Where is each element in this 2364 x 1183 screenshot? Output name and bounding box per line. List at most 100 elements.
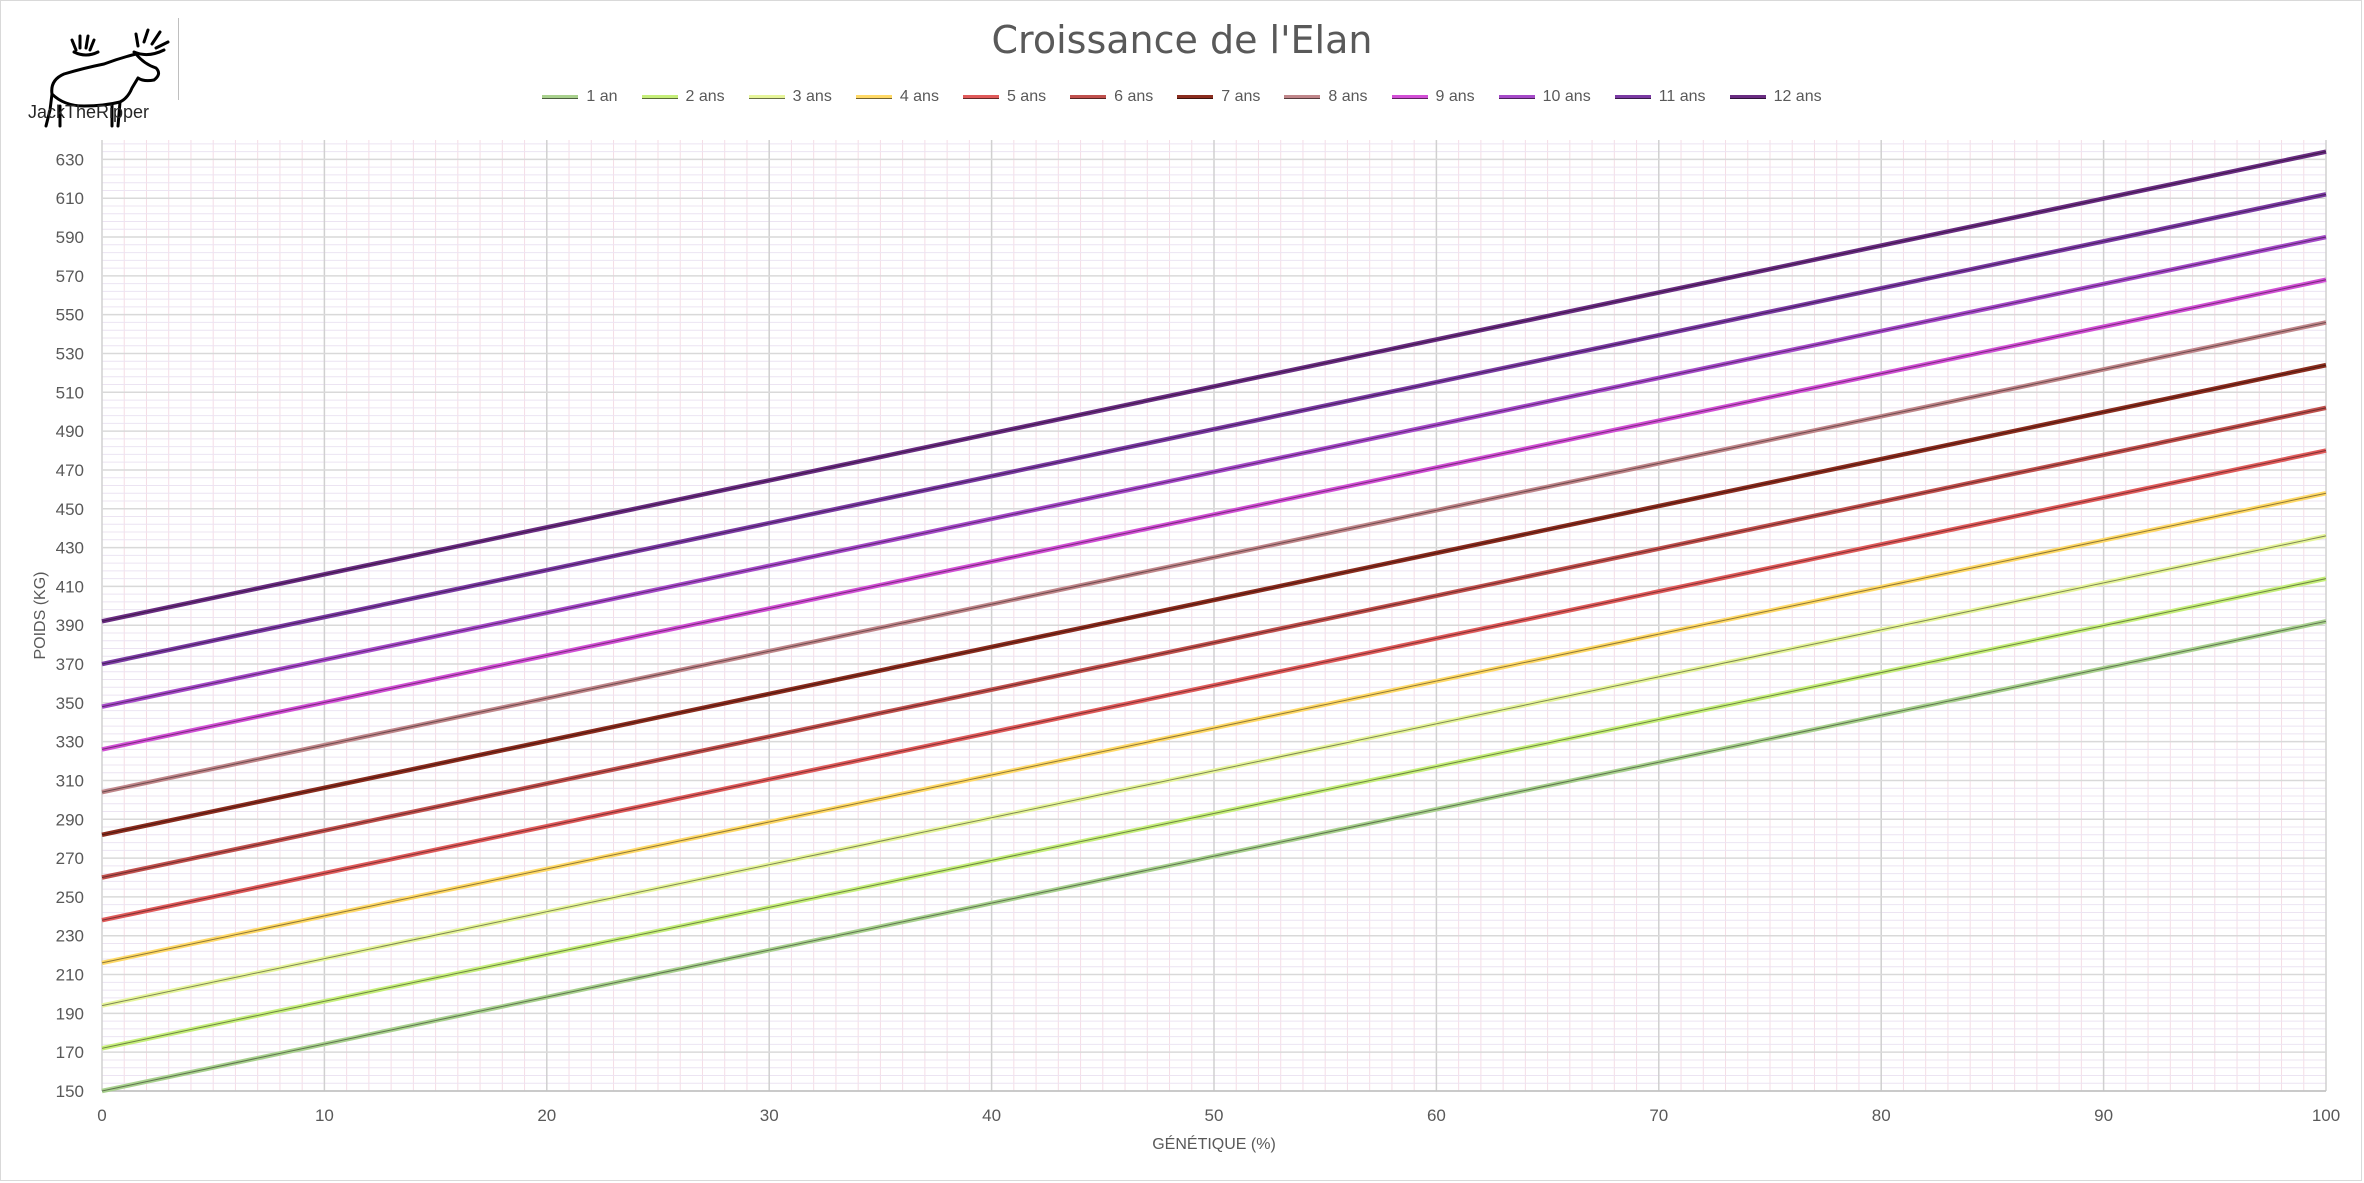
series-line-core-12 [101,151,2327,622]
chart-title: Croissance de l'Elan [991,18,1373,62]
legend-label: 1 an [586,88,618,105]
x-tick-label: 10 [315,1106,334,1125]
series-line-4 [101,491,2327,966]
legend-swatch [1284,95,1321,99]
legend-swatch [1729,95,1766,99]
series-line-core-2 [101,578,2327,1049]
y-tick-label: 430 [56,539,84,558]
series-line-9 [101,277,2327,752]
moose-icon [44,28,170,128]
y-tick-label: 610 [56,189,84,208]
series-line-6 [101,405,2327,880]
series-line-core-5 [101,450,2327,921]
legend-label: 9 ans [1435,88,1475,105]
series-line-core-6 [101,407,2327,878]
series-line-core-4 [101,492,2327,964]
x-tick-label: 20 [537,1106,556,1125]
legend-item: 12 ans [1729,88,1822,106]
x-tick-label: 60 [1427,1106,1446,1125]
legend-item: 8 ans [1284,88,1368,106]
y-tick-label: 630 [56,150,84,169]
x-tick-label: 30 [760,1106,779,1125]
x-tick-label: 80 [1872,1106,1891,1125]
series-line-core-9 [101,279,2327,750]
y-tick-label: 530 [56,344,84,363]
legend-label: 11 ans [1658,88,1706,105]
y-tick-label: 290 [56,810,84,829]
chart-legend: 1 an 2 ans 3 ans 4 ans 5 ans 6 ans 7 ans 8 ans 9… [0,88,2364,106]
y-tick-label: 190 [56,1004,84,1023]
series-line-1 [101,619,2327,1094]
legend-label: 5 ans [1006,88,1047,105]
legend-swatch [1391,95,1428,99]
y-tick-label: 450 [56,500,84,519]
y-tick-label: 350 [56,694,84,713]
series-line-core-11 [101,193,2327,665]
legend-swatch [1177,95,1214,99]
legend-swatch [641,95,678,99]
y-tick-label: 410 [56,577,84,596]
y-tick-label: 510 [56,383,84,402]
x-tick-label: 90 [2094,1106,2113,1125]
x-tick-label: 0 [97,1106,106,1125]
legend-item: 10 ans [1498,88,1591,106]
legend-swatch [855,95,892,99]
legend-label: 3 ans [792,88,832,105]
legend-item: 4 ans [855,88,939,106]
y-axis-title: POIDS (KG) [32,571,49,659]
legend-swatch [542,95,579,99]
brand-name: JackTheRipper [28,102,150,122]
y-tick-label: 310 [56,771,84,790]
x-axis-title: GÉNÉTIQUE (%) [1152,1134,1276,1153]
legend-label: 2 ans [685,88,725,105]
legend-label: 4 ans [899,88,939,105]
y-tick-label: 210 [56,966,84,985]
x-tick-label: 50 [1205,1106,1224,1125]
series-line-core-8 [101,321,2327,793]
legend-label: 8 ans [1328,88,1368,105]
y-tick-label: 170 [56,1043,84,1062]
y-tick-label: 470 [56,461,84,480]
legend-label: 7 ans [1221,88,1261,105]
x-tick-label: 70 [1649,1106,1668,1125]
series-line-5 [101,448,2327,923]
legend-swatch [1498,95,1535,99]
y-tick-label: 370 [56,655,84,674]
legend-label: 12 ans [1773,88,1822,105]
y-tick-label: 230 [56,927,84,946]
legend-item: 3 ans [748,88,832,106]
legend-item: 9 ans [1391,88,1475,106]
series-line-11 [101,192,2327,667]
legend-item: 1 an [542,88,618,106]
legend-item: 6 ans [1070,88,1153,106]
series-line-7 [101,362,2327,838]
legend-swatch [748,95,785,99]
series-line-core-1 [101,620,2327,1092]
y-tick-label: 330 [56,733,84,752]
series-line-10 [101,234,2327,709]
y-tick-label: 270 [56,849,84,868]
series-line-core-7 [101,364,2327,836]
y-tick-label: 490 [56,422,84,441]
legend-swatch [962,95,999,99]
logo-divider [178,18,179,100]
series-line-3 [101,533,2327,1008]
series-line-2 [101,576,2327,1051]
x-tick-label: 40 [982,1106,1001,1125]
legend-swatch [1614,95,1651,99]
legend-item: 7 ans [1177,88,1260,106]
legend-item: 11 ans [1614,88,1706,106]
y-tick-label: 250 [56,888,84,907]
legend-item: 5 ans [962,88,1047,106]
y-tick-label: 390 [56,616,84,635]
legend-swatch [1070,95,1107,99]
series-line-core-3 [101,535,2327,1007]
series-line-core-10 [101,236,2327,708]
series-line-8 [101,320,2327,795]
legend-item: 2 ans [641,88,725,106]
series-line-12 [101,149,2327,624]
y-tick-label: 590 [56,228,84,247]
legend-label: 10 ans [1542,88,1591,105]
